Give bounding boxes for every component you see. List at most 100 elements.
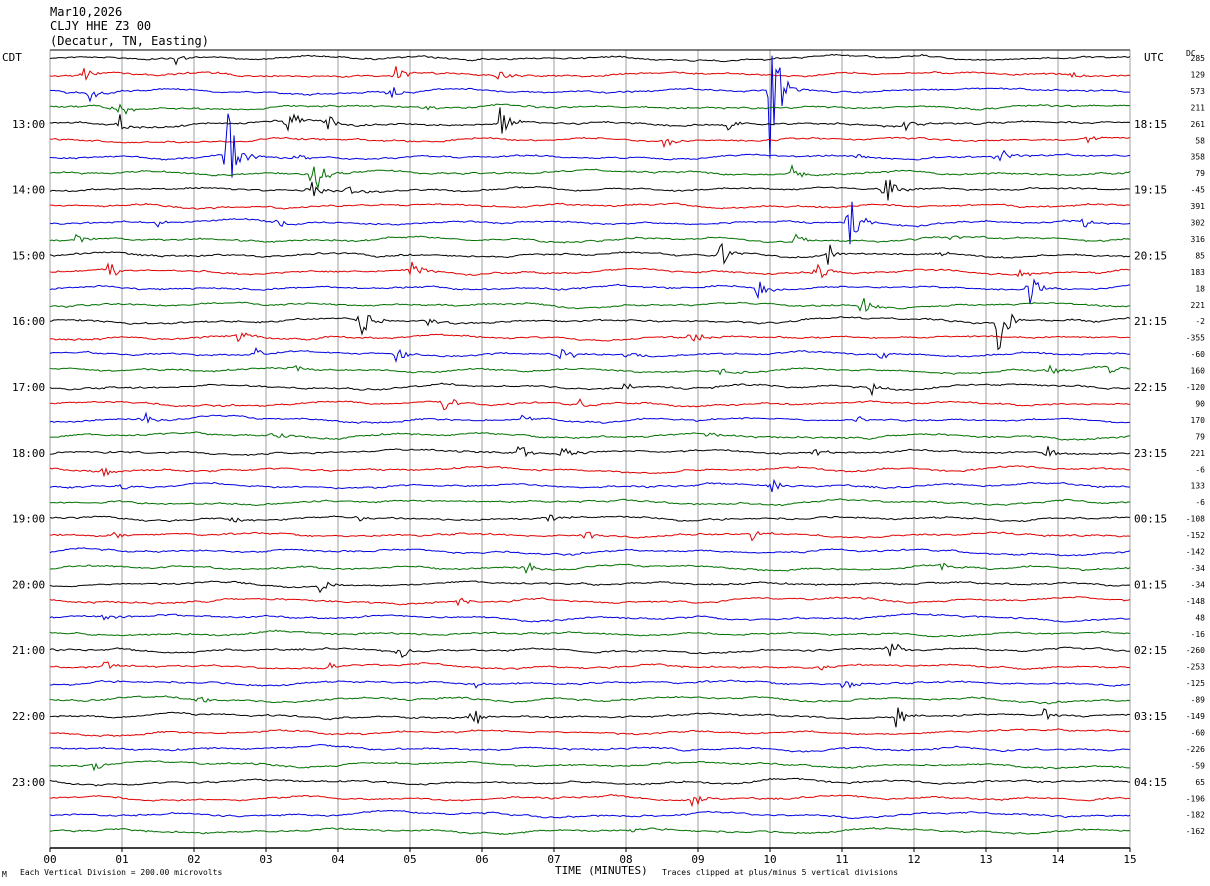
trace-23 (49, 431, 1131, 441)
chart-date: Mar10,2026 (50, 5, 122, 19)
dc-offset-label: 573 (1191, 87, 1206, 96)
trace-40 (49, 707, 1131, 728)
x-tick-label: 13 (979, 853, 992, 866)
trace-24 (49, 445, 1131, 458)
dc-offset-label: 302 (1191, 219, 1206, 228)
x-tick-label: 10 (763, 853, 776, 866)
left-time-labels: 13:00 14:00 15:00 16:00 17:00 18:00 19:00 20:00… (12, 118, 45, 789)
dc-offset-label: -60 (1191, 728, 1206, 737)
dc-offset-label: 79 (1195, 169, 1205, 178)
right-time-labels: 18:15 19:15 20:15 21:15 22:15 23:15 00:15 01:15… (1134, 118, 1167, 789)
dc-offset-label: -196 (1186, 794, 1205, 803)
dc-offset-label: 79 (1195, 432, 1205, 441)
trace-25 (49, 465, 1131, 478)
dc-offset-label: -226 (1186, 745, 1205, 754)
trace-33 (49, 596, 1131, 607)
left-time-label: 15:00 (12, 249, 45, 262)
left-time-label: 16:00 (12, 315, 45, 328)
right-timezone-label: UTC (1144, 51, 1164, 64)
dc-offset-label: -149 (1186, 712, 1205, 721)
trace-19 (49, 364, 1130, 376)
right-time-label: 04:15 (1134, 776, 1167, 789)
x-tick-label: 11 (835, 853, 848, 866)
chart-location: (Decatur, TN, Easting) (50, 34, 209, 48)
trace-44 (49, 777, 1131, 787)
trace-9 (49, 202, 1131, 210)
x-tick-label: 12 (907, 853, 920, 866)
dc-offset-label: -89 (1191, 696, 1206, 705)
right-time-label: 00:15 (1134, 513, 1167, 526)
trace-17 (49, 332, 1131, 343)
trace-22 (49, 411, 1130, 424)
left-time-label: 13:00 (12, 118, 45, 131)
right-time-label: 19:15 (1134, 184, 1167, 197)
dc-offset-label: 85 (1195, 251, 1205, 260)
dc-offset-label: -182 (1186, 811, 1205, 820)
dc-offset-label: 18 (1195, 284, 1205, 293)
dc-offset-label: -34 (1191, 564, 1206, 573)
dc-offset-label: 160 (1191, 367, 1206, 376)
dc-offset-label: -125 (1186, 679, 1205, 688)
right-time-label: 18:15 (1134, 118, 1167, 131)
left-time-label: 23:00 (12, 776, 45, 789)
trace-35 (49, 629, 1131, 638)
dc-offset-label: -2 (1195, 317, 1205, 326)
trace-2 (49, 55, 1130, 159)
left-time-label: 17:00 (12, 381, 45, 394)
clip-note: Traces clipped at plus/minus 5 vertical … (662, 868, 898, 877)
x-tick-label: 03 (259, 853, 272, 866)
trace-39 (49, 695, 1131, 705)
trace-43 (49, 760, 1130, 772)
dc-offset-label: 170 (1191, 416, 1206, 425)
right-time-label: 21:15 (1134, 315, 1167, 328)
trace-21 (49, 398, 1131, 411)
dc-offset-label: -253 (1186, 663, 1205, 672)
trace-3 (49, 103, 1131, 115)
trace-46 (49, 809, 1131, 820)
left-time-label: 20:00 (12, 578, 45, 591)
trace-26 (49, 478, 1131, 493)
trace-32 (49, 580, 1131, 594)
trace-27 (49, 498, 1131, 507)
trace-45 (49, 794, 1131, 808)
dc-offset-label: 65 (1195, 778, 1205, 787)
trace-1 (49, 66, 1131, 81)
right-time-label: 20:15 (1134, 249, 1167, 262)
dc-offset-label: 285 (1191, 54, 1206, 63)
trace-13 (49, 261, 1131, 279)
left-time-label: 18:00 (12, 447, 45, 460)
x-tick-label: 00 (43, 853, 56, 866)
trace-20 (49, 382, 1131, 397)
x-tick-label: 01 (115, 853, 128, 866)
dc-offset-label: -148 (1186, 597, 1205, 606)
x-axis-title: TIME (MINUTES) (555, 864, 648, 877)
x-tick-label: 05 (403, 853, 416, 866)
right-time-label: 01:15 (1134, 578, 1167, 591)
dc-offset-label: 221 (1191, 301, 1206, 310)
trace-28 (49, 514, 1131, 523)
x-tick-label: 09 (691, 853, 704, 866)
trace-18 (49, 347, 1131, 364)
x-tick-label: 06 (475, 853, 488, 866)
left-time-label: 22:00 (12, 710, 45, 723)
trace-11 (49, 233, 1131, 244)
x-tick-label: 07 (547, 853, 560, 866)
trace-10 (49, 201, 1131, 245)
dc-offset-label: 129 (1191, 70, 1206, 79)
dc-offset-label: 183 (1191, 268, 1206, 277)
x-tick-label: 15 (1123, 853, 1136, 866)
dc-header-label: DC (1186, 49, 1196, 58)
dc-offset-label: 316 (1191, 235, 1206, 244)
left-time-label: 21:00 (12, 644, 45, 657)
left-timezone-label: CDT (2, 51, 22, 64)
trace-38 (50, 679, 1130, 689)
dc-offset-label: -162 (1186, 827, 1205, 836)
left-time-label: 19:00 (12, 513, 45, 526)
chart-station: CLJY HHE Z3 00 (50, 19, 151, 33)
dc-offset-label: -108 (1186, 515, 1205, 524)
dc-offset-label: 48 (1195, 613, 1205, 622)
scale-note: Each Vertical Division = 200.00 microvol… (20, 868, 222, 877)
x-tick-label: 14 (1051, 853, 1065, 866)
trace-0 (49, 53, 1131, 66)
